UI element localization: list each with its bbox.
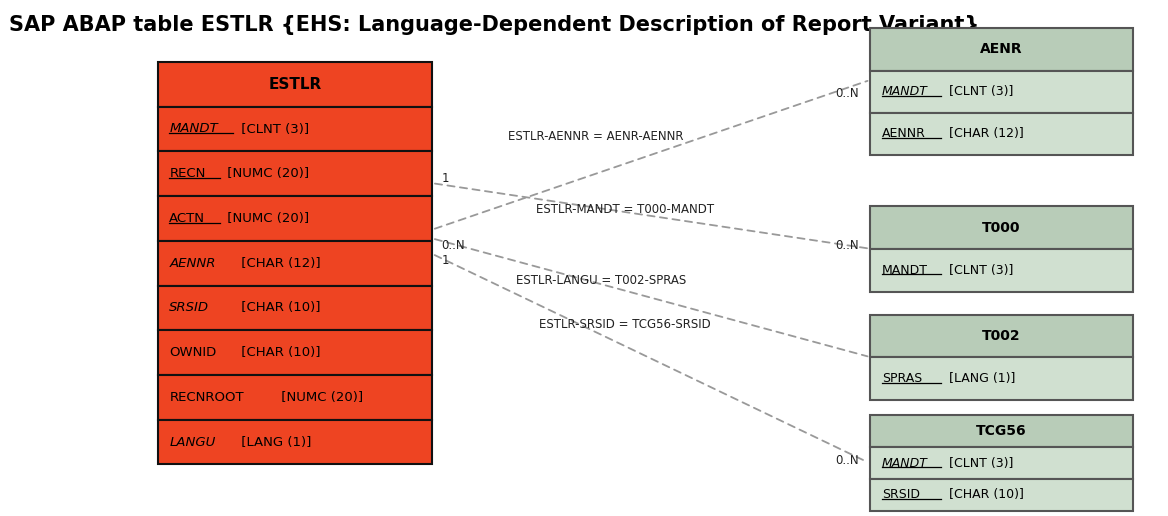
Text: OWNID: OWNID <box>169 346 216 359</box>
Bar <box>870 249 1133 292</box>
Text: 0..N: 0..N <box>835 239 858 252</box>
Bar <box>158 375 432 420</box>
Bar <box>870 206 1133 249</box>
Text: T002: T002 <box>982 329 1021 343</box>
Text: [LANG (1)]: [LANG (1)] <box>236 436 311 448</box>
Text: [CLNT (3)]: [CLNT (3)] <box>236 122 308 136</box>
Text: [CHAR (12)]: [CHAR (12)] <box>236 256 320 270</box>
Text: AENR: AENR <box>980 42 1023 56</box>
Bar <box>158 241 432 285</box>
Text: ESTLR: ESTLR <box>269 77 321 92</box>
Text: OWNID [CHAR (10)]: OWNID [CHAR (10)] <box>169 346 300 359</box>
Text: [NUMC (20)]: [NUMC (20)] <box>277 391 363 404</box>
Text: [LANG (1)]: [LANG (1)] <box>945 372 1015 385</box>
Text: MANDT: MANDT <box>169 122 218 136</box>
Text: SRSID [CHAR (10)]: SRSID [CHAR (10)] <box>169 301 293 314</box>
Text: RECN [NUMC (20)]: RECN [NUMC (20)] <box>169 167 292 180</box>
Text: [CLNT (3)]: [CLNT (3)] <box>945 264 1014 277</box>
Text: ACTN: ACTN <box>169 212 206 225</box>
Text: AENNR [CHAR (12)]: AENNR [CHAR (12)] <box>882 127 1004 140</box>
Text: MANDT: MANDT <box>882 85 927 98</box>
Text: [CHAR (12)]: [CHAR (12)] <box>945 127 1023 140</box>
Text: ESTLR-MANDT = T000-MANDT: ESTLR-MANDT = T000-MANDT <box>536 203 714 216</box>
Text: 0..N: 0..N <box>835 87 858 101</box>
Text: AENNR: AENNR <box>882 127 926 140</box>
Bar <box>870 71 1133 112</box>
Bar <box>158 330 432 375</box>
Text: SAP ABAP table ESTLR {EHS: Language-Dependent Description of Report Variant}: SAP ABAP table ESTLR {EHS: Language-Depe… <box>9 15 980 36</box>
Text: ACTN [NUMC (20)]: ACTN [NUMC (20)] <box>169 212 292 225</box>
Text: 0..N: 0..N <box>442 239 465 252</box>
Bar <box>158 285 432 330</box>
Bar <box>870 415 1133 447</box>
Text: [NUMC (20)]: [NUMC (20)] <box>223 212 310 225</box>
Bar <box>158 107 432 151</box>
Bar <box>158 420 432 464</box>
Text: ESTLR-AENNR = AENR-AENNR: ESTLR-AENNR = AENR-AENNR <box>508 130 683 143</box>
Text: LANGU [LANG (1)]: LANGU [LANG (1)] <box>169 436 290 448</box>
Text: ESTLR-SRSID = TCG56-SRSID: ESTLR-SRSID = TCG56-SRSID <box>538 317 711 331</box>
Text: SPRAS: SPRAS <box>882 372 922 385</box>
Text: [CHAR (10)]: [CHAR (10)] <box>945 489 1024 502</box>
Text: MANDT [CLNT (3)]: MANDT [CLNT (3)] <box>882 85 996 98</box>
Text: LANGU: LANGU <box>169 436 216 448</box>
Text: AENNR: AENNR <box>169 256 216 270</box>
Text: SRSID [CHAR (10)]: SRSID [CHAR (10)] <box>882 489 999 502</box>
Text: MANDT [CLNT (3)]: MANDT [CLNT (3)] <box>882 457 996 470</box>
Text: MANDT [CLNT (3)]: MANDT [CLNT (3)] <box>169 122 290 136</box>
Text: 0..N: 0..N <box>835 454 858 467</box>
Text: MANDT: MANDT <box>882 264 927 277</box>
Text: 1: 1 <box>442 254 449 267</box>
Text: MANDT: MANDT <box>882 457 927 470</box>
Text: RECN: RECN <box>169 167 206 180</box>
Bar <box>870 479 1133 511</box>
Bar <box>870 28 1133 71</box>
Text: T000: T000 <box>982 221 1021 235</box>
Bar <box>870 315 1133 357</box>
Bar <box>158 196 432 241</box>
Text: SPRAS [LANG (1)]: SPRAS [LANG (1)] <box>882 372 993 385</box>
Text: ESTLR-LANGU = T002-SPRAS: ESTLR-LANGU = T002-SPRAS <box>516 274 687 287</box>
Text: [CHAR (10)]: [CHAR (10)] <box>236 301 320 314</box>
Text: 1: 1 <box>442 171 449 185</box>
Bar <box>870 357 1133 400</box>
Text: RECNROOT [NUMC (20)]: RECNROOT [NUMC (20)] <box>169 391 331 404</box>
Text: TCG56: TCG56 <box>976 424 1027 438</box>
Text: [CLNT (3)]: [CLNT (3)] <box>945 85 1014 98</box>
Text: SRSID: SRSID <box>882 489 920 502</box>
Bar <box>870 112 1133 155</box>
Text: MANDT [CLNT (3)]: MANDT [CLNT (3)] <box>882 264 996 277</box>
Text: AENNR [CHAR (12)]: AENNR [CHAR (12)] <box>169 256 299 270</box>
Bar <box>158 62 432 107</box>
Text: RECNROOT: RECNROOT <box>169 391 244 404</box>
Text: [CHAR (10)]: [CHAR (10)] <box>236 346 320 359</box>
Bar <box>158 151 432 196</box>
Bar <box>870 447 1133 479</box>
Text: [NUMC (20)]: [NUMC (20)] <box>223 167 310 180</box>
Text: SRSID: SRSID <box>169 301 209 314</box>
Text: [CLNT (3)]: [CLNT (3)] <box>945 457 1014 470</box>
